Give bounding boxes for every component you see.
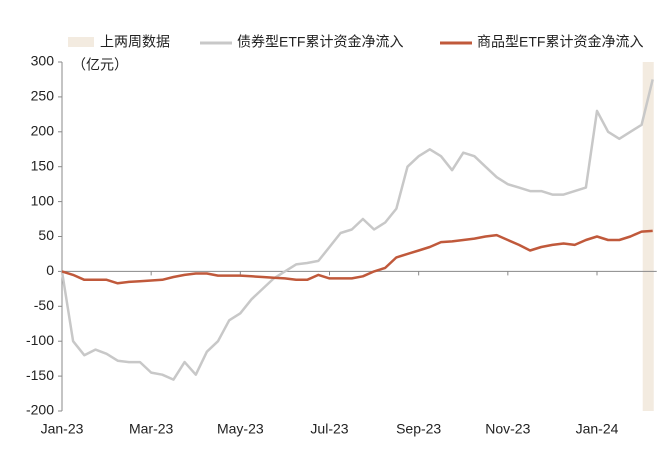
y-tick-label: 100 [31, 192, 55, 208]
x-tick-label: Sep-23 [396, 421, 441, 437]
x-tick-label: Jan-23 [41, 421, 84, 437]
series-line [61, 229, 653, 285]
y-tick-label: 200 [31, 123, 55, 139]
x-tick-label: Mar-23 [129, 421, 174, 437]
y-tick-label: 250 [31, 88, 55, 104]
y-tick-label: 0 [46, 262, 54, 278]
x-tick-label: Jan-24 [576, 421, 619, 437]
x-tick-label: May-23 [217, 421, 264, 437]
y-tick-label: 300 [31, 53, 55, 69]
y-tick-label: -50 [34, 297, 54, 313]
legend-label: 商品型ETF累计资金净流入 [477, 34, 643, 50]
x-tick-label: Nov-23 [485, 421, 530, 437]
y-tick-label: -150 [26, 367, 54, 383]
unit-label: （亿元） [72, 57, 128, 73]
y-tick-label: 150 [31, 157, 55, 173]
legend-swatch [68, 37, 94, 47]
legend-label: 债券型ETF累计资金净流入 [237, 34, 403, 50]
y-tick-label: -100 [26, 332, 54, 348]
highlight-band [642, 62, 654, 411]
y-tick-label: 50 [38, 227, 54, 243]
legend-label: 上两周数据 [100, 34, 170, 50]
x-tick-label: Jul-23 [310, 421, 348, 437]
y-tick-label: -200 [26, 402, 54, 418]
series-line [60, 79, 654, 381]
